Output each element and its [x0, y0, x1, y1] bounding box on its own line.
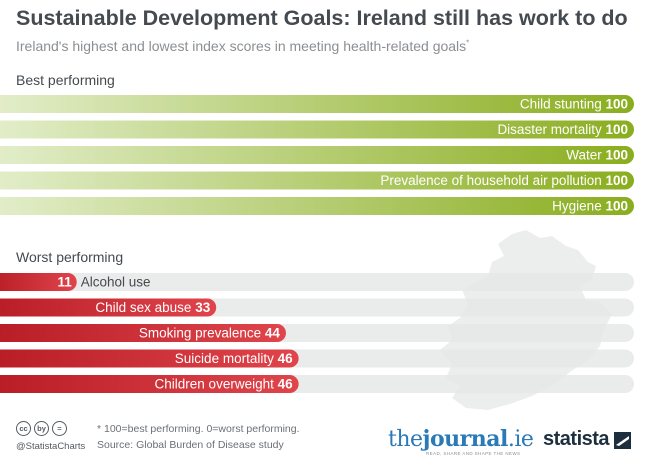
worst-bar-child-sex-abuse — [0, 298, 217, 317]
best-bar-water — [0, 146, 634, 164]
statista-logo-icon — [614, 432, 631, 449]
worst-bar-value-alcohol-use: 11 — [57, 275, 72, 290]
best-bar-value-prevalence-of-household-air-pollution: 100 — [605, 173, 628, 188]
worst-bar-category-smoking-prevalence: Smoking prevalence — [139, 326, 265, 341]
best-bar-category-prevalence-of-household-air-pollution: Prevalence of household air pollution — [380, 173, 605, 188]
best-bar-label-disaster-mortality: Disaster mortality 100 — [497, 122, 628, 137]
worst-bar-value-smoking-prevalence: 44 — [265, 326, 281, 341]
worst-bar-suicide-mortality — [0, 349, 299, 368]
worst-bar-category-child-sex-abuse: Child sex abuse — [95, 300, 195, 315]
worst-bar-label-smoking-prevalence: Smoking prevalence 44 — [139, 326, 281, 341]
best-bar-category-water: Water — [566, 148, 605, 163]
best-bar-label-prevalence-of-household-air-pollution: Prevalence of household air pollution 10… — [380, 173, 628, 188]
best-bar-value-water: 100 — [605, 148, 628, 163]
journal-logo-main: journal — [422, 426, 509, 452]
worst-bar-category-children-overweight: Children overweight — [155, 377, 278, 392]
worst-bar-children-overweight — [0, 375, 299, 393]
best-bar-category-child-stunting: Child stunting — [520, 97, 606, 112]
best-bar-prevalence-of-household-air-pollution — [0, 171, 634, 190]
worst-bar-alcohol-use — [0, 273, 77, 291]
best-bar-category-disaster-mortality: Disaster mortality — [497, 122, 605, 137]
statista-charts-handle: @StatistaCharts — [16, 441, 86, 452]
thejournal-tagline: READ, SHARE AND SHAPE THE NEWS — [426, 451, 521, 456]
journal-logo-suffix: .ie — [507, 427, 534, 452]
creative-commons-icons: cc by = — [16, 421, 67, 436]
best-performing-label: Best performing — [16, 72, 115, 88]
source-note: Source: Global Burden of Disease study — [97, 439, 284, 451]
worst-bar-label-suicide-mortality: Suicide mortality 46 — [175, 351, 293, 366]
worst-bar-value-child-sex-abuse: 33 — [195, 300, 211, 315]
best-bar-label-child-stunting: Child stunting 100 — [520, 97, 628, 112]
best-bar-hygiene — [0, 197, 634, 215]
best-bar-label-hygiene: Hygiene 100 — [552, 199, 628, 214]
subtitle-footnote-marker: * — [466, 38, 470, 48]
subtitle-text: Ireland's highest and lowest index score… — [16, 38, 467, 54]
worst-bar-smoking-prevalence — [0, 324, 286, 342]
worst-bar-value-children-overweight: 46 — [278, 377, 294, 392]
statista-logo[interactable]: statista — [543, 428, 610, 450]
worst-bar-label-child-sex-abuse: Child sex abuse 33 — [95, 300, 210, 315]
journal-logo-prefix: the — [388, 427, 423, 452]
worst-bar-category-suicide-mortality: Suicide mortality — [175, 351, 278, 366]
worst-bar-value-suicide-mortality: 46 — [278, 351, 294, 366]
worst-track-alcohol-use — [0, 273, 634, 291]
worst-bar-label-children-overweight: Children overweight 46 — [155, 377, 294, 392]
thejournal-logo[interactable]: thejournal.ie — [388, 426, 534, 452]
best-bar-value-hygiene: 100 — [605, 199, 628, 214]
no-derivatives-icon: = — [52, 421, 67, 436]
best-bar-disaster-mortality — [0, 120, 634, 139]
cc-icon: cc — [16, 421, 31, 436]
worst-performing-label: Worst performing — [16, 249, 124, 265]
best-bar-label-water: Water 100 — [566, 148, 628, 163]
footnote: * 100=best performing. 0=worst performin… — [97, 423, 300, 435]
best-bar-value-child-stunting: 100 — [605, 97, 628, 112]
by-attribution-icon: by — [34, 421, 49, 436]
chart-title: Sustainable Development Goals: Ireland s… — [16, 6, 628, 30]
worst-bar-category-alcohol-use: Alcohol use — [81, 275, 151, 290]
best-bar-category-hygiene: Hygiene — [552, 199, 605, 214]
chart-subtitle: Ireland's highest and lowest index score… — [16, 38, 469, 54]
best-bar-value-disaster-mortality: 100 — [605, 122, 628, 137]
best-bar-child-stunting — [0, 95, 634, 113]
